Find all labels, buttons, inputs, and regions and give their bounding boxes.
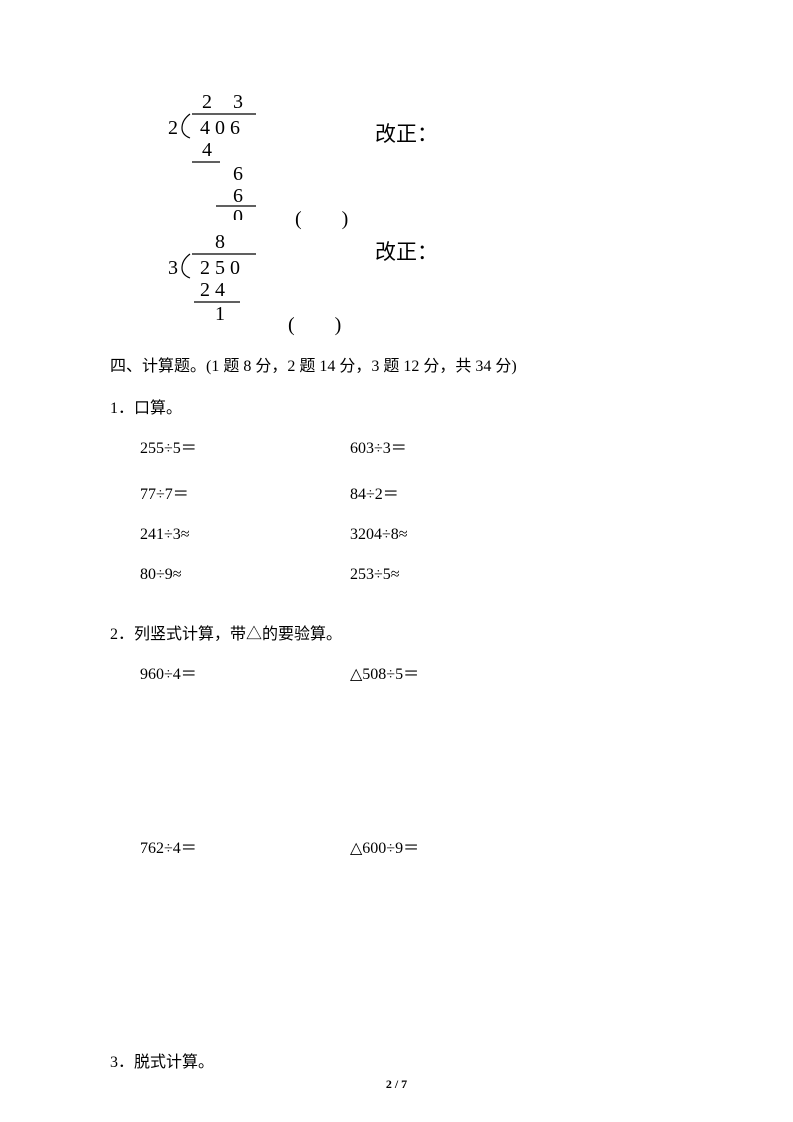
question-3-title: 3．脱式计算。 [110, 1048, 683, 1072]
svg-text:6: 6 [233, 163, 243, 185]
svg-text:3: 3 [233, 91, 243, 113]
svg-text:4 0 6: 4 0 6 [200, 117, 240, 139]
page-number: 2 / 7 [0, 1077, 793, 1092]
long-division-1: 2324 0 64660 改正： ( ) [160, 90, 683, 220]
svg-text:6: 6 [233, 185, 243, 207]
long-division-2: 832 5 02 41 改正： ( ) [160, 230, 683, 330]
q1-expr: 255÷5＝ [140, 434, 350, 458]
q1-expr: 241÷3≈ [140, 526, 350, 544]
svg-text:1: 1 [215, 303, 225, 325]
svg-text:0: 0 [233, 206, 243, 220]
judge-blank-1: ( ) [295, 202, 348, 231]
svg-text:2: 2 [168, 117, 178, 139]
section-4-title: 四、计算题。(1 题 8 分，2 题 14 分，3 题 12 分，共 34 分) [110, 352, 683, 376]
question-1-title: 1．口算。 [110, 394, 683, 418]
correction-label-1: 改正： [375, 118, 438, 148]
q1-expr: 603÷3＝ [350, 434, 590, 458]
svg-text:3: 3 [168, 257, 178, 279]
q1-expr: 77÷7＝ [140, 480, 350, 504]
q1-rows: 255÷5＝ 77÷7＝ 241÷3≈ 80÷9≈ 603÷3＝ 84÷2＝ 3… [110, 434, 683, 606]
q2-expr: 960÷4＝ [140, 660, 350, 684]
judge-blank-2: ( ) [288, 308, 341, 337]
svg-text:2: 2 [202, 91, 212, 113]
q1-expr: 80÷9≈ [140, 566, 350, 584]
svg-text:8: 8 [215, 231, 225, 253]
q1-expr: 84÷2＝ [350, 480, 590, 504]
question-2-title: 2．列竖式计算，带△的要验算。 [110, 620, 683, 644]
svg-text:4: 4 [202, 139, 212, 161]
svg-text:2 4: 2 4 [200, 279, 225, 301]
svg-text:2 5 0: 2 5 0 [200, 257, 240, 279]
q2-rows: 960÷4＝ 762÷4＝ △508÷5＝ △600÷9＝ [110, 660, 683, 1008]
q1-expr: 3204÷8≈ [350, 526, 590, 544]
q1-expr: 253÷5≈ [350, 566, 590, 584]
q2-expr: △600÷9＝ [350, 834, 590, 858]
q2-expr: 762÷4＝ [140, 834, 350, 858]
long-division-2-svg: 8 3 2 5 02 41 [160, 230, 280, 330]
long-division-1-svg: 2324 0 64660 [160, 90, 280, 220]
q2-expr: △508÷5＝ [350, 660, 590, 684]
correction-label-2: 改正： [375, 236, 438, 266]
